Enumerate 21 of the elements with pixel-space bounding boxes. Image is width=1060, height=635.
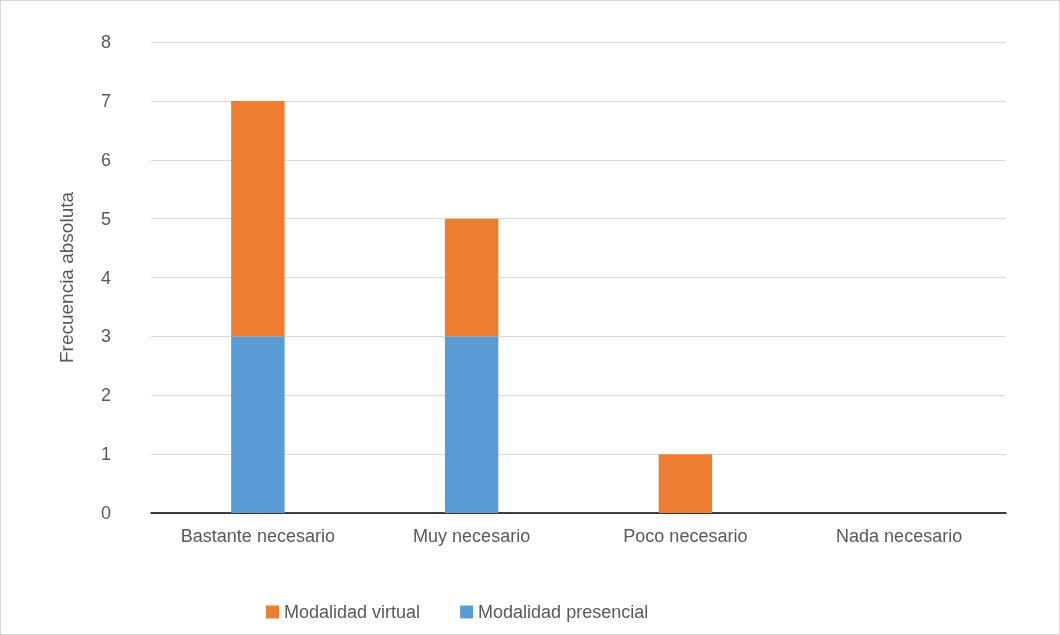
- x-tick-label: Nada necesario: [836, 526, 963, 546]
- x-tick-label: Bastante necesario: [180, 526, 335, 546]
- y-axis-title: Frecuencia absoluta: [56, 191, 77, 364]
- y-tick-label: 4: [100, 267, 111, 288]
- y-tick-label: 5: [100, 208, 111, 229]
- bar: [444, 336, 499, 513]
- x-tick-label: Poco necesario: [623, 526, 748, 546]
- legend-label: Modalidad virtual: [284, 602, 421, 622]
- y-tick-label: 3: [100, 326, 111, 347]
- y-tick-label: 1: [100, 444, 111, 465]
- bar: [444, 218, 499, 337]
- y-tick-label: 7: [100, 90, 111, 111]
- bar: [658, 454, 713, 513]
- x-tick-label: Muy necesario: [413, 526, 531, 546]
- bar: [231, 336, 285, 513]
- y-tick-label: 6: [100, 149, 111, 170]
- bar: [231, 100, 285, 337]
- y-tick-label: 0: [100, 503, 111, 523]
- y-tick-label: 8: [100, 32, 111, 52]
- y-tick-label: 2: [100, 385, 111, 406]
- legend-label: Modalidad presencial: [478, 602, 649, 622]
